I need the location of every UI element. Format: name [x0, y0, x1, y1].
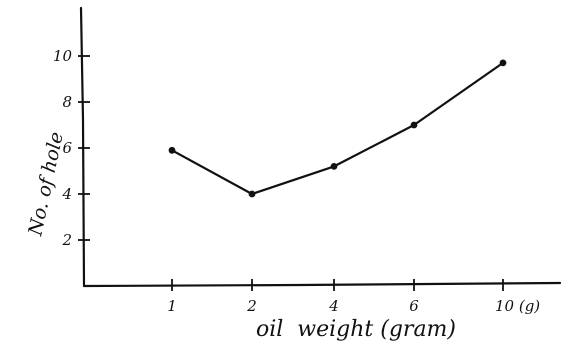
data-point: [330, 163, 338, 170]
y-axis: [79, 6, 86, 288]
y-axis-label: No. of hole: [24, 130, 68, 239]
y-tick-label: 10: [53, 47, 73, 65]
series-line: [171, 61, 504, 196]
y-ticks: 2 4 6 8 10: [53, 47, 90, 249]
y-tick-label: 2: [61, 231, 72, 249]
axes: [79, 6, 562, 288]
x-tick-label: 6: [409, 297, 419, 315]
y-tick-label: 4: [61, 185, 72, 203]
x-tick-label: 4: [328, 297, 339, 315]
x-axis: [82, 281, 562, 288]
data-point: [168, 146, 176, 154]
data-point: [248, 190, 256, 198]
series-group: [168, 59, 507, 198]
x-ticks: 1 2 4 6 10 (g): [167, 279, 540, 315]
x-axis-label: oil weight (gram): [256, 317, 456, 342]
data-point: [499, 59, 507, 67]
x-tick-label: 10 (g): [495, 297, 540, 315]
y-tick-label: 8: [62, 93, 72, 111]
data-point: [410, 121, 418, 129]
x-tick-label: 2: [246, 297, 257, 315]
y-tick-label: 6: [62, 139, 72, 157]
x-tick-label: 1: [167, 297, 177, 315]
